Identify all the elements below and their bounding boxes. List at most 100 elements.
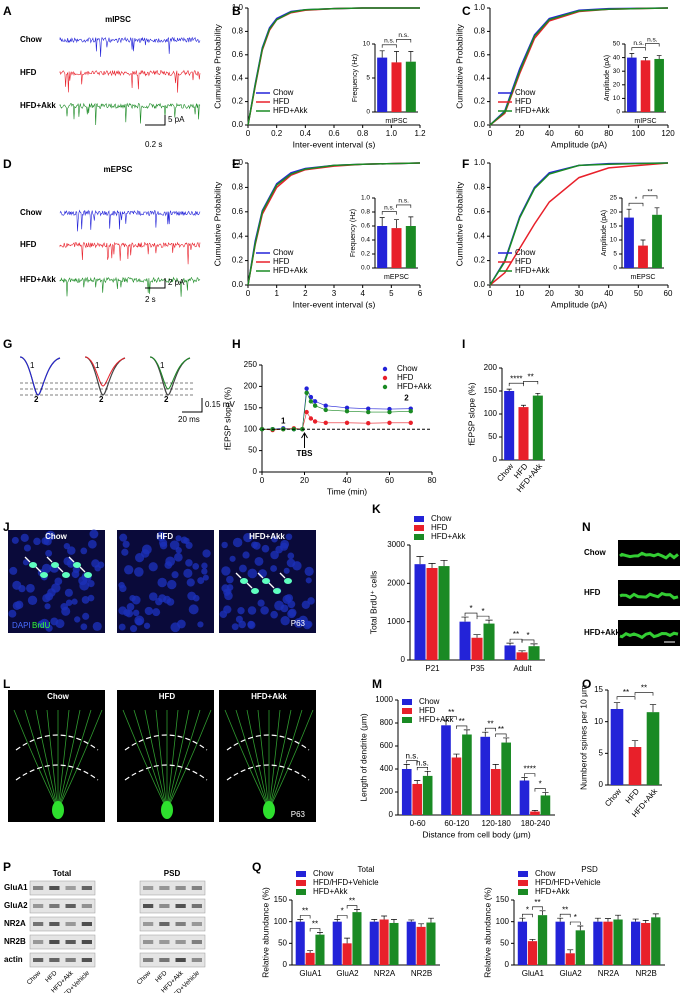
band	[175, 886, 186, 890]
band	[65, 922, 76, 926]
significance-bracket	[309, 928, 321, 932]
panel-letter: A	[3, 4, 12, 18]
y-tick-label: 0.6	[232, 50, 244, 59]
brdu-cell	[84, 572, 92, 578]
panel-letter: C	[462, 4, 471, 18]
nucleus	[197, 621, 204, 628]
image-label: HFD	[584, 588, 601, 597]
legend-label: HFD	[431, 523, 448, 532]
significance-bracket	[524, 773, 536, 777]
y-tick-label: 0.8	[232, 183, 244, 192]
nucleus	[169, 540, 180, 550]
legend-label: HFD/HFD+Vehicle	[535, 878, 601, 887]
x-tick-label: 0	[488, 289, 493, 298]
legend-label: HFD+Akk	[397, 382, 432, 391]
legend-swatch	[518, 880, 528, 886]
panel-letter: E	[232, 157, 240, 171]
x-tick-label: 6	[418, 289, 423, 298]
bar	[412, 783, 423, 815]
dendrite	[46, 709, 59, 811]
y-tick-label: 0.8	[232, 27, 244, 36]
data-point	[323, 403, 328, 408]
dendrite	[133, 709, 168, 811]
x-tick-label: 20	[545, 289, 554, 298]
y-tick-label: 0	[493, 455, 498, 464]
error-bar	[416, 556, 424, 565]
x-axis-label: mIPSC	[385, 118, 407, 125]
y-tick-label: 1.0	[474, 3, 486, 12]
nucleus	[243, 533, 253, 543]
error-bar	[519, 917, 526, 922]
nucleus	[238, 564, 247, 573]
y-tick-label: 0	[613, 265, 617, 272]
error-bar	[371, 919, 378, 922]
nucleus	[55, 619, 65, 629]
significance-label: **	[498, 725, 504, 734]
brdu-cell	[40, 572, 48, 578]
x-tick-label: GluA1	[299, 969, 322, 978]
bar	[501, 742, 511, 815]
band	[191, 904, 202, 908]
x-tick-label: 80	[428, 476, 437, 485]
blot	[29, 916, 96, 932]
data-point	[308, 399, 314, 404]
spine-image	[618, 580, 680, 606]
nucleus	[219, 610, 228, 619]
bar	[426, 568, 438, 660]
brdu-cell	[29, 562, 37, 568]
significance-bracket	[628, 202, 644, 207]
scale-bar	[145, 115, 166, 126]
band	[81, 940, 92, 944]
y-tick-label: 200	[380, 787, 394, 796]
nucleus	[124, 565, 134, 575]
x-tick-label: NR2B	[411, 969, 432, 978]
legend-swatch	[296, 889, 306, 895]
significance-bracket	[406, 760, 418, 764]
y-tick-label: 800	[380, 718, 394, 727]
legend-label: Chow	[313, 869, 334, 878]
band	[81, 886, 92, 890]
x-axis-label: mEPSC	[631, 274, 656, 281]
error-bar	[632, 918, 639, 922]
significance-label: *	[539, 780, 542, 789]
significance-label: *	[526, 631, 529, 640]
arrow	[46, 556, 53, 563]
y-tick-label: 0.8	[474, 183, 486, 192]
nucleus	[135, 617, 143, 626]
bar	[530, 811, 540, 815]
nucleus	[65, 599, 73, 606]
panel-letter: J	[3, 520, 10, 534]
y-tick-label: 0.2	[474, 97, 486, 106]
bar	[575, 930, 585, 965]
significance-bracket	[456, 725, 468, 729]
image-label: Chow	[584, 548, 607, 557]
legend-swatch	[402, 708, 412, 714]
nucleus	[23, 544, 31, 552]
nucleus	[304, 566, 314, 576]
y-tick-label: 2000	[387, 578, 405, 587]
scale-label: 0.2 s	[145, 140, 162, 149]
legend-label: HFD+Akk	[313, 887, 348, 896]
x-tick-label: Chow	[603, 787, 623, 809]
significance-label: **	[641, 684, 647, 693]
x-tick-label: 4	[360, 289, 365, 298]
nucleus	[61, 606, 71, 616]
y-tick-label: 0	[283, 960, 288, 969]
nucleus	[280, 615, 290, 626]
y-tick-label: 250	[244, 360, 258, 369]
significance-bracket	[299, 915, 311, 919]
dendrite	[122, 709, 168, 811]
data-point	[308, 416, 314, 421]
band	[159, 904, 170, 908]
significance-label: **	[528, 372, 534, 381]
nucleus	[74, 616, 81, 623]
significance-bracket	[532, 906, 543, 910]
y-tick-label: 0.4	[232, 73, 244, 82]
y-tick-label: 150	[274, 895, 288, 904]
trace	[149, 356, 191, 390]
band	[65, 958, 76, 962]
dendrite	[57, 709, 103, 811]
image-label: HFD+Akk	[584, 628, 620, 637]
bar	[416, 926, 426, 965]
nucleus	[283, 567, 290, 574]
